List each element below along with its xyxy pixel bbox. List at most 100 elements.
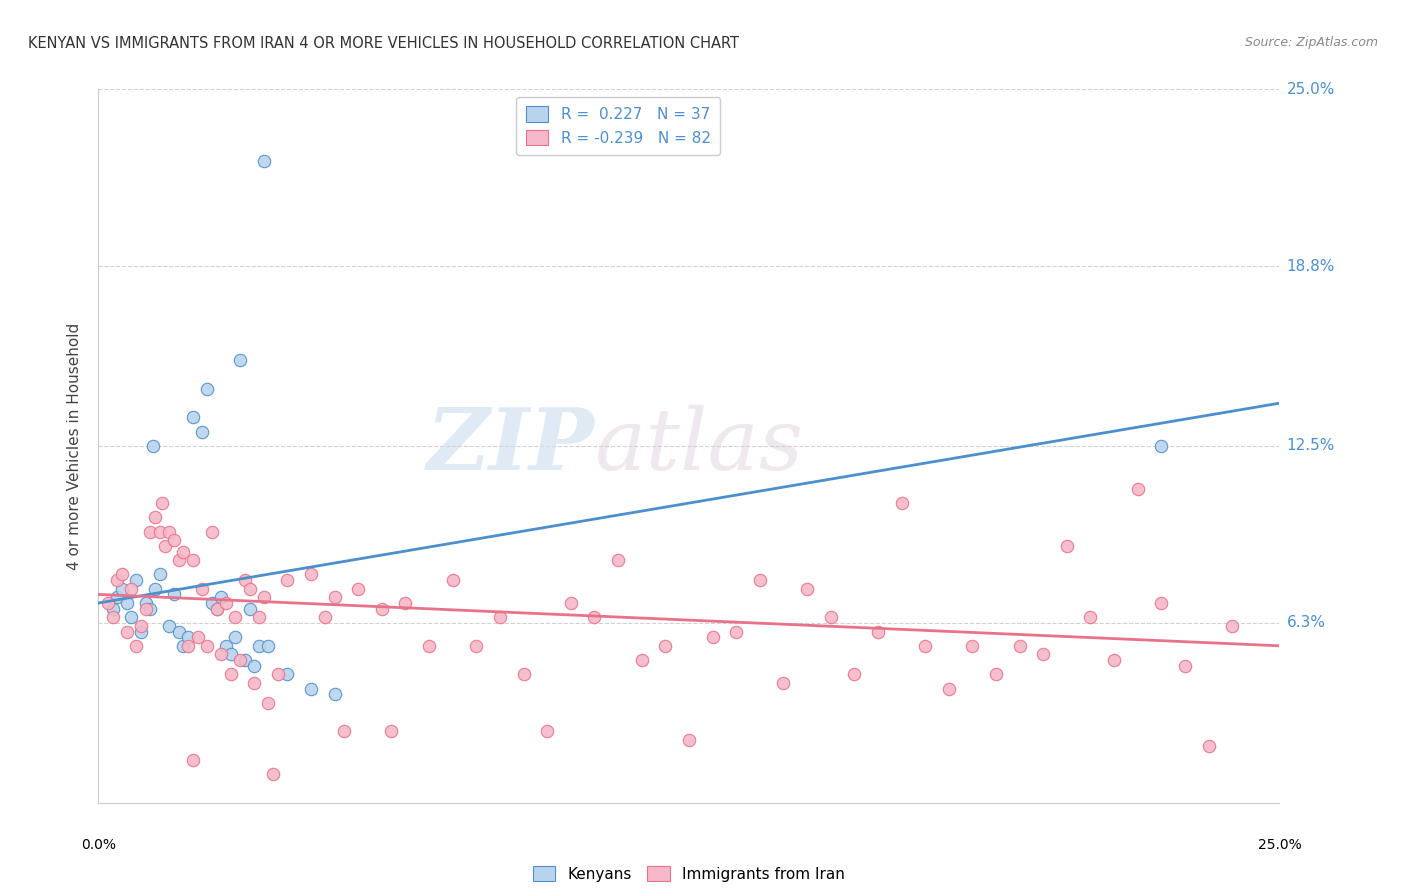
Point (441, 573, 464, 587)
Point (239, 601, 262, 615)
Point (150, 496, 173, 510)
Point (890, 496, 912, 510)
Point (172, 544, 194, 558)
Point (181, 410, 204, 425)
Point (247, 610, 270, 624)
Point (187, 630, 209, 644)
Text: 6.3%: 6.3% (1286, 615, 1326, 631)
Point (725, 624, 748, 639)
Point (243, 658, 266, 673)
Point (938, 681, 960, 696)
Point (149, 567, 172, 582)
Point (121, 582, 143, 596)
Point (143, 582, 166, 596)
Point (267, 667, 290, 681)
Point (654, 639, 676, 653)
Point (239, 582, 262, 596)
Point (209, 591, 232, 605)
Point (1150, 596, 1173, 610)
Point (101, 601, 124, 615)
Point (135, 601, 157, 615)
Point (299, 567, 322, 582)
Point (233, 573, 256, 587)
Point (253, 153, 276, 168)
Point (163, 587, 186, 601)
Point (125, 639, 148, 653)
Point (215, 596, 238, 610)
Point (233, 653, 256, 667)
Point (1102, 653, 1125, 667)
Point (630, 653, 652, 667)
Point (276, 573, 298, 587)
Point (111, 567, 134, 582)
Point (772, 676, 794, 690)
Point (1220, 619, 1243, 633)
Point (489, 610, 512, 624)
Point (229, 353, 252, 368)
Point (394, 596, 416, 610)
Point (323, 591, 346, 605)
Point (224, 610, 246, 624)
Point (914, 639, 936, 653)
Point (139, 601, 162, 615)
Point (219, 648, 242, 662)
Point (796, 582, 818, 596)
Point (97, 596, 120, 610)
Point (678, 733, 700, 747)
Y-axis label: 4 or more Vehicles in Household: 4 or more Vehicles in Household (67, 322, 83, 570)
Point (560, 596, 582, 610)
Point (1080, 610, 1102, 624)
Point (139, 524, 162, 539)
Point (702, 630, 724, 644)
Point (323, 687, 346, 701)
Point (257, 639, 280, 653)
Point (167, 553, 190, 567)
Point (157, 524, 180, 539)
Point (1174, 658, 1197, 673)
Point (247, 639, 270, 653)
Text: 0.0%: 0.0% (82, 838, 115, 853)
Point (1008, 639, 1031, 653)
Point (536, 724, 558, 739)
Point (172, 639, 194, 653)
Point (181, 553, 204, 567)
Point (177, 630, 200, 644)
Point (205, 601, 228, 615)
Point (253, 591, 276, 605)
Point (129, 619, 152, 633)
Legend: Kenyans, Immigrants from Iran: Kenyans, Immigrants from Iran (526, 860, 852, 888)
Text: ZIP: ZIP (426, 404, 595, 488)
Point (163, 533, 186, 548)
Point (1032, 648, 1054, 662)
Point (205, 601, 228, 615)
Point (153, 539, 176, 553)
Text: 25.0%: 25.0% (1257, 838, 1302, 853)
Point (257, 696, 280, 710)
Point (101, 610, 124, 624)
Point (201, 524, 224, 539)
Text: 12.5%: 12.5% (1286, 439, 1334, 453)
Point (1198, 739, 1220, 753)
Point (314, 610, 336, 624)
Point (844, 667, 866, 681)
Point (215, 639, 238, 653)
Point (333, 724, 356, 739)
Point (347, 582, 370, 596)
Point (276, 667, 298, 681)
Point (371, 601, 394, 615)
Point (125, 573, 148, 587)
Point (195, 639, 218, 653)
Point (121, 610, 143, 624)
Point (224, 630, 246, 644)
Point (111, 582, 134, 596)
Point (465, 639, 488, 653)
Point (984, 667, 1007, 681)
Text: 25.0%: 25.0% (1286, 82, 1334, 96)
Point (201, 596, 224, 610)
Point (191, 425, 214, 439)
Point (191, 582, 214, 596)
Text: atlas: atlas (595, 405, 804, 487)
Text: Source: ZipAtlas.com: Source: ZipAtlas.com (1244, 36, 1378, 49)
Point (262, 767, 284, 781)
Point (299, 681, 322, 696)
